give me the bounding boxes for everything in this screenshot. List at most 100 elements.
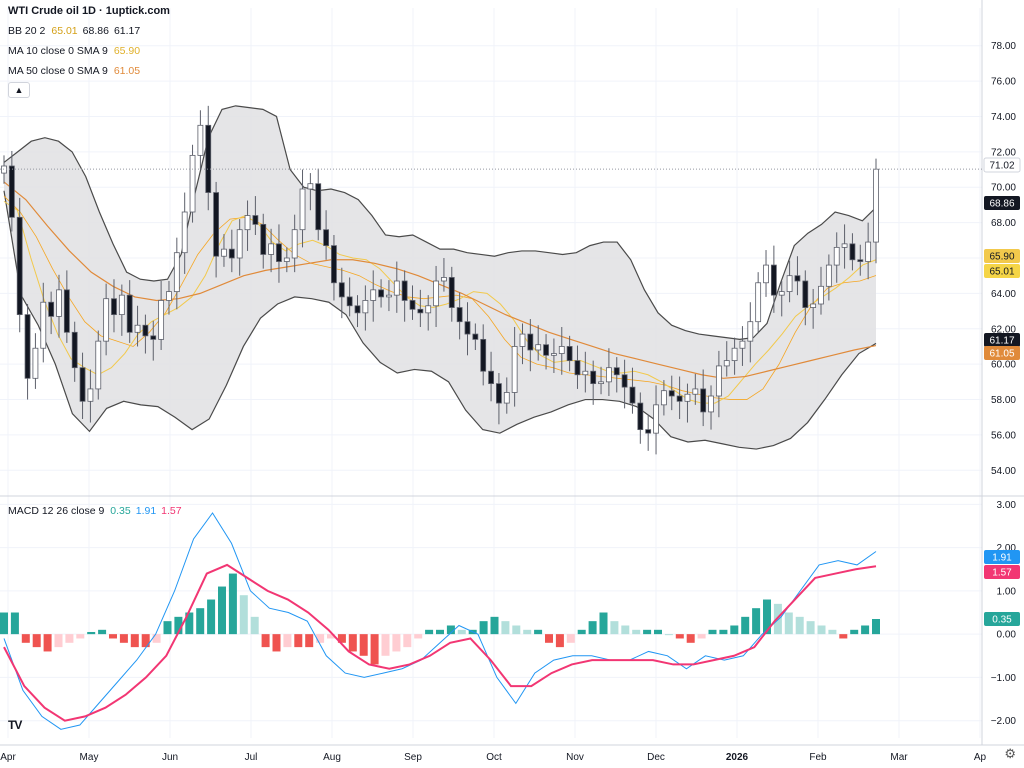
time-tick-label: Jun <box>162 752 178 763</box>
macd-histogram-bar <box>87 631 96 635</box>
macd-histogram-bar <box>76 634 85 639</box>
macd-histogram-bar <box>218 586 226 635</box>
legend-bb-label: BB 20 2 <box>8 25 46 37</box>
macd-histogram-bar <box>316 634 325 643</box>
macd-badge-label: 1.91 <box>992 553 1012 564</box>
candle-body <box>56 289 62 317</box>
legend-ma10-label: MA 10 close 0 SMA 9 <box>8 45 108 57</box>
macd-tick-label: 1.00 <box>997 586 1017 597</box>
macd-histogram-bar <box>686 634 695 643</box>
candle-body <box>715 365 722 397</box>
legend-macd-hist: 0.35 <box>110 505 131 517</box>
time-tick-label: Jul <box>245 752 258 763</box>
macd-histogram-bar <box>239 595 248 635</box>
candle-body <box>653 404 659 434</box>
candle-body <box>488 370 494 385</box>
time-tick-label: Sep <box>404 752 422 763</box>
macd-histogram-bar <box>599 612 608 635</box>
candle-body <box>606 367 612 383</box>
candle-body <box>370 289 377 301</box>
candle-body <box>79 367 86 402</box>
candle-body <box>441 277 447 282</box>
macd-histogram-bar <box>850 629 859 635</box>
macd-histogram-bar <box>250 616 259 635</box>
candle-body <box>142 324 149 337</box>
legend-bb-upper: 68.86 <box>82 25 109 37</box>
candle-body <box>354 305 361 314</box>
macd-histogram-bar <box>719 629 728 635</box>
candle-body <box>535 344 542 351</box>
collapse-legend-button[interactable]: ▲ <box>8 82 30 98</box>
candle-body <box>331 245 337 284</box>
macd-histogram-bar <box>185 612 194 635</box>
macd-histogram-bar <box>283 634 292 648</box>
macd-histogram-bar <box>261 634 270 648</box>
price-tick-label: 62.00 <box>991 324 1016 335</box>
macd-histogram-bar <box>839 634 848 639</box>
candle-body <box>150 335 157 340</box>
time-tick-label: Mar <box>890 752 908 763</box>
macd-histogram-bar <box>752 608 761 635</box>
price-badge <box>983 157 1021 173</box>
chart-title: WTI Crude oil 1D · 1uptick.com <box>8 5 170 17</box>
macd-histogram-bar <box>643 629 652 635</box>
time-tick-label: Dec <box>647 752 665 763</box>
price-badge <box>984 333 1020 347</box>
time-tick-label: Ap <box>974 752 987 763</box>
candle-body <box>480 338 487 372</box>
macd-histogram-bar <box>359 634 368 656</box>
macd-histogram-bar <box>675 634 684 639</box>
price-tick-label: 68.00 <box>991 218 1016 229</box>
candle-body <box>260 223 267 255</box>
candle-body <box>551 353 557 356</box>
price-tick-label: 76.00 <box>991 77 1016 88</box>
macd-histogram-bar <box>436 629 444 635</box>
candle-body <box>244 215 251 231</box>
macd-histogram-bar <box>119 634 128 643</box>
candle-body <box>629 386 636 404</box>
macd-histogram-bar <box>348 634 357 652</box>
candle-body <box>276 243 282 262</box>
candle-body <box>873 168 879 243</box>
macd-histogram-bar <box>806 621 815 635</box>
macd-histogram-bar <box>109 634 117 639</box>
candle-body <box>252 215 259 225</box>
macd-histogram-bar <box>545 634 553 643</box>
candle-body <box>409 300 416 310</box>
macd-histogram-bar <box>534 629 543 635</box>
candle-body <box>386 294 392 298</box>
candle-body <box>464 321 471 335</box>
legend-ma50-label: MA 50 close 0 SMA 9 <box>8 65 108 77</box>
macd-histogram-bar <box>555 634 564 648</box>
candle-body <box>794 275 801 282</box>
macd-histogram-bar <box>414 634 423 639</box>
candle-body <box>582 370 589 376</box>
macd-tick-label: 2.00 <box>997 543 1017 554</box>
gear-icon[interactable]: ⚙ <box>1004 746 1016 761</box>
bollinger-band-fill <box>4 105 876 450</box>
macd-histogram-bar <box>795 616 804 635</box>
macd-histogram-bar <box>730 625 739 635</box>
candle-body <box>95 340 102 390</box>
candle-body <box>362 300 369 314</box>
candle-body <box>543 344 549 356</box>
price-badge-label: 61.17 <box>989 336 1014 347</box>
macd-histogram-bar <box>490 616 499 635</box>
macd-histogram-bar <box>43 634 52 652</box>
candle-body <box>613 367 620 376</box>
tradingview-logo-icon[interactable]: TV <box>8 718 22 732</box>
candle-body <box>433 280 439 307</box>
candle-body <box>103 298 110 342</box>
price-tick-label: 56.00 <box>991 430 1016 441</box>
price-badge-label: 65.01 <box>989 267 1014 278</box>
candle-body <box>16 216 23 316</box>
macd-histogram-bar <box>10 612 19 635</box>
candle-body <box>71 331 78 369</box>
candle-body <box>338 282 345 298</box>
candle-body <box>645 429 652 434</box>
macd-histogram-bar <box>21 634 30 643</box>
candle-body <box>8 165 15 218</box>
candle-body <box>346 296 353 307</box>
macd-histogram-bar <box>54 634 63 648</box>
macd-histogram-bar <box>327 634 335 639</box>
